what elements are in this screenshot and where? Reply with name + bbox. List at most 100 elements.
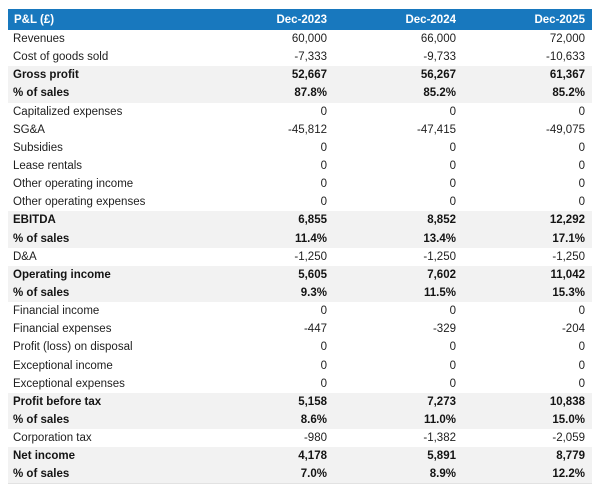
cell-value: 6,855 — [298, 214, 327, 227]
cell-value: 0 — [320, 305, 327, 318]
row-label: % of sales — [13, 468, 70, 481]
row-label: Gross profit — [13, 69, 79, 82]
row-label: Other operating expenses — [13, 196, 146, 209]
column-header-dec-2024: Dec-2024 — [405, 13, 456, 26]
table-row: Gross profit 52,667 56,267 61,367 — [8, 66, 592, 85]
cell-value: -980 — [303, 432, 327, 445]
cell-value: 8.6% — [300, 414, 327, 427]
cell-value: 17.1% — [552, 232, 585, 245]
row-label: Capitalized expenses — [13, 105, 123, 118]
row-label: Corporation tax — [13, 432, 92, 445]
cell-value: 8,779 — [556, 450, 585, 463]
cell-value: 0 — [320, 105, 327, 118]
row-label: Revenues — [13, 33, 65, 46]
cell-value: 87.8% — [294, 87, 327, 100]
table-row: Net income 4,178 5,891 8,779 — [8, 447, 592, 466]
cell-value: 0 — [578, 341, 585, 354]
cell-value: 11.4% — [295, 232, 327, 245]
cell-value: -1,250 — [552, 250, 585, 263]
cell-value: 7,602 — [427, 268, 456, 281]
cell-value: 0 — [320, 178, 327, 191]
cell-value: 0 — [449, 305, 456, 318]
cell-value: 12,292 — [549, 214, 585, 227]
cell-value: 56,267 — [420, 69, 456, 82]
row-label: % of sales — [13, 414, 70, 427]
cell-value: 0 — [449, 160, 456, 173]
row-label: Profit before tax — [13, 395, 102, 408]
table-row: % of sales 9.3% 11.5% 15.3% — [8, 283, 592, 303]
cell-value: 0 — [320, 160, 327, 173]
table-row: Corporation tax -980 -1,382 -2,059 — [8, 429, 592, 447]
cell-value: 7,273 — [427, 395, 456, 408]
cell-value: 11.5% — [424, 287, 456, 300]
cell-value: 7.0% — [300, 468, 327, 481]
table-row: Other operating expenses 0 0 0 — [8, 193, 592, 211]
table-row: Revenues 60,000 66,000 72,000 — [8, 30, 592, 48]
cell-value: 4,178 — [298, 450, 327, 463]
row-label: D&A — [13, 250, 37, 263]
cell-value: 0 — [578, 160, 585, 173]
pnl-title-cell: P&L (£) — [14, 13, 55, 26]
cell-value: 15.3% — [552, 287, 585, 300]
cell-value: 61,367 — [549, 69, 585, 82]
cell-value: 0 — [449, 105, 456, 118]
table-row: % of sales 8.6% 11.0% 15.0% — [8, 410, 592, 430]
table-row: Operating income 5,605 7,602 11,042 — [8, 265, 592, 284]
table-row: % of sales 11.4% 13.4% 17.1% — [8, 229, 592, 248]
cell-value: 0 — [578, 377, 585, 390]
cell-value: -9,733 — [423, 51, 456, 64]
table-row: Exceptional expenses 0 0 0 — [8, 375, 592, 393]
cell-value: 0 — [578, 105, 585, 118]
pnl-table: P&L (£) Dec-2023 Dec-2024 Dec-2025 Revenue… — [8, 9, 592, 485]
row-label: Lease rentals — [13, 160, 83, 173]
table-row: Other operating income 0 0 0 — [8, 175, 592, 193]
cell-value: 0 — [320, 341, 327, 354]
cell-value: 0 — [449, 359, 456, 372]
cell-value: 0 — [578, 196, 585, 209]
pnl-table-container: P&L (£) Dec-2023 Dec-2024 Dec-2025 Revenue… — [8, 9, 592, 485]
table-row: SG&A -45,812 -47,415 -49,075 — [8, 121, 592, 139]
cell-value: 85.2% — [423, 87, 456, 100]
cell-value: 0 — [320, 196, 327, 209]
cell-value: 13.4% — [423, 232, 456, 245]
row-label: Subsidies — [13, 141, 63, 154]
cell-value: 11,042 — [550, 268, 585, 281]
cell-value: -2,059 — [552, 432, 585, 445]
cell-value: 0 — [578, 359, 585, 372]
row-label: % of sales — [13, 232, 70, 245]
table-row: Lease rentals 0 0 0 — [8, 157, 592, 175]
row-label: Exceptional income — [13, 359, 113, 372]
pnl-table-header: P&L (£) Dec-2023 Dec-2024 Dec-2025 — [8, 9, 592, 30]
table-row: Exceptional income 0 0 0 — [8, 357, 592, 375]
cell-value: -1,250 — [294, 250, 327, 263]
cell-value: 9.3% — [300, 287, 327, 300]
cell-value: -10,633 — [545, 51, 585, 64]
cell-value: 0 — [449, 377, 456, 390]
cell-value: 60,000 — [291, 33, 327, 46]
cell-value: -7,333 — [294, 51, 327, 64]
row-label: Net income — [13, 450, 75, 463]
table-row: Capitalized expenses 0 0 0 — [8, 103, 592, 121]
cell-value: 0 — [578, 305, 585, 318]
cell-value: 0 — [320, 377, 327, 390]
row-label: Other operating income — [13, 178, 134, 191]
cell-value: 8,852 — [427, 214, 456, 227]
table-row: Cost of goods sold -7,333 -9,733 -10,633 — [8, 48, 592, 66]
table-row: D&A -1,250 -1,250 -1,250 — [8, 248, 592, 266]
table-row: % of sales 87.8% 85.2% 85.2% — [8, 84, 592, 103]
cell-value: 10,838 — [549, 395, 585, 408]
cell-value: 0 — [578, 141, 585, 154]
cell-value: -1,382 — [423, 432, 456, 445]
column-header-dec-2025: Dec-2025 — [534, 13, 585, 26]
cell-value: 0 — [320, 141, 327, 154]
row-label: Financial expenses — [13, 323, 112, 336]
cell-value: 5,605 — [298, 268, 327, 281]
cell-value: -45,812 — [287, 123, 327, 136]
cell-value: 85.2% — [552, 87, 585, 100]
cell-value: 0 — [449, 196, 456, 209]
row-label: % of sales — [13, 287, 70, 300]
row-label: SG&A — [13, 123, 45, 136]
table-row: Profit before tax 5,158 7,273 10,838 — [8, 392, 592, 411]
cell-value: 12.2% — [552, 468, 585, 481]
cell-value: -47,415 — [416, 123, 456, 136]
